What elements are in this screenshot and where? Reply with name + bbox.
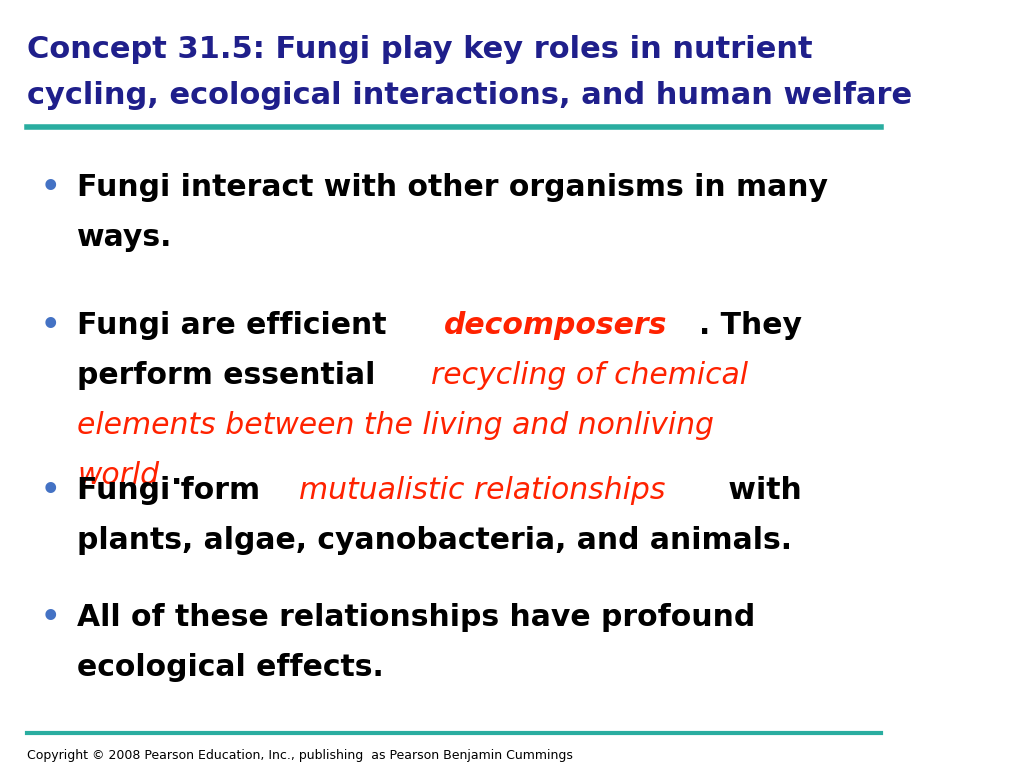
Text: Fungi are efficient: Fungi are efficient: [77, 311, 397, 340]
Text: All of these relationships have profound: All of these relationships have profound: [77, 603, 756, 632]
Text: ecological effects.: ecological effects.: [77, 653, 384, 682]
Text: Fungi interact with other organisms in many: Fungi interact with other organisms in m…: [77, 173, 828, 202]
Text: Concept 31.5: Fungi play key roles in nutrient: Concept 31.5: Fungi play key roles in nu…: [28, 35, 813, 64]
Text: perform essential: perform essential: [77, 361, 386, 390]
Text: cycling, ecological interactions, and human welfare: cycling, ecological interactions, and hu…: [28, 81, 912, 110]
Text: Copyright © 2008 Pearson Education, Inc., publishing  as Pearson Benjamin Cummin: Copyright © 2008 Pearson Education, Inc.…: [28, 749, 573, 762]
Text: Fungi form: Fungi form: [77, 476, 270, 505]
Text: plants, algae, cyanobacteria, and animals.: plants, algae, cyanobacteria, and animal…: [77, 526, 793, 555]
Text: •: •: [41, 603, 60, 632]
Text: •: •: [41, 311, 60, 340]
Text: with: with: [719, 476, 802, 505]
Text: •: •: [41, 476, 60, 505]
Text: recycling of chemical: recycling of chemical: [431, 361, 748, 390]
Text: •: •: [41, 173, 60, 202]
Text: ways.: ways.: [77, 223, 173, 252]
Text: elements between the living and nonliving: elements between the living and nonlivin…: [77, 411, 714, 440]
Text: mutualistic relationships: mutualistic relationships: [299, 476, 666, 505]
Text: decomposers: decomposers: [443, 311, 667, 340]
Text: world: world: [77, 461, 160, 490]
Text: .: .: [171, 461, 182, 490]
Text: . They: . They: [699, 311, 802, 340]
